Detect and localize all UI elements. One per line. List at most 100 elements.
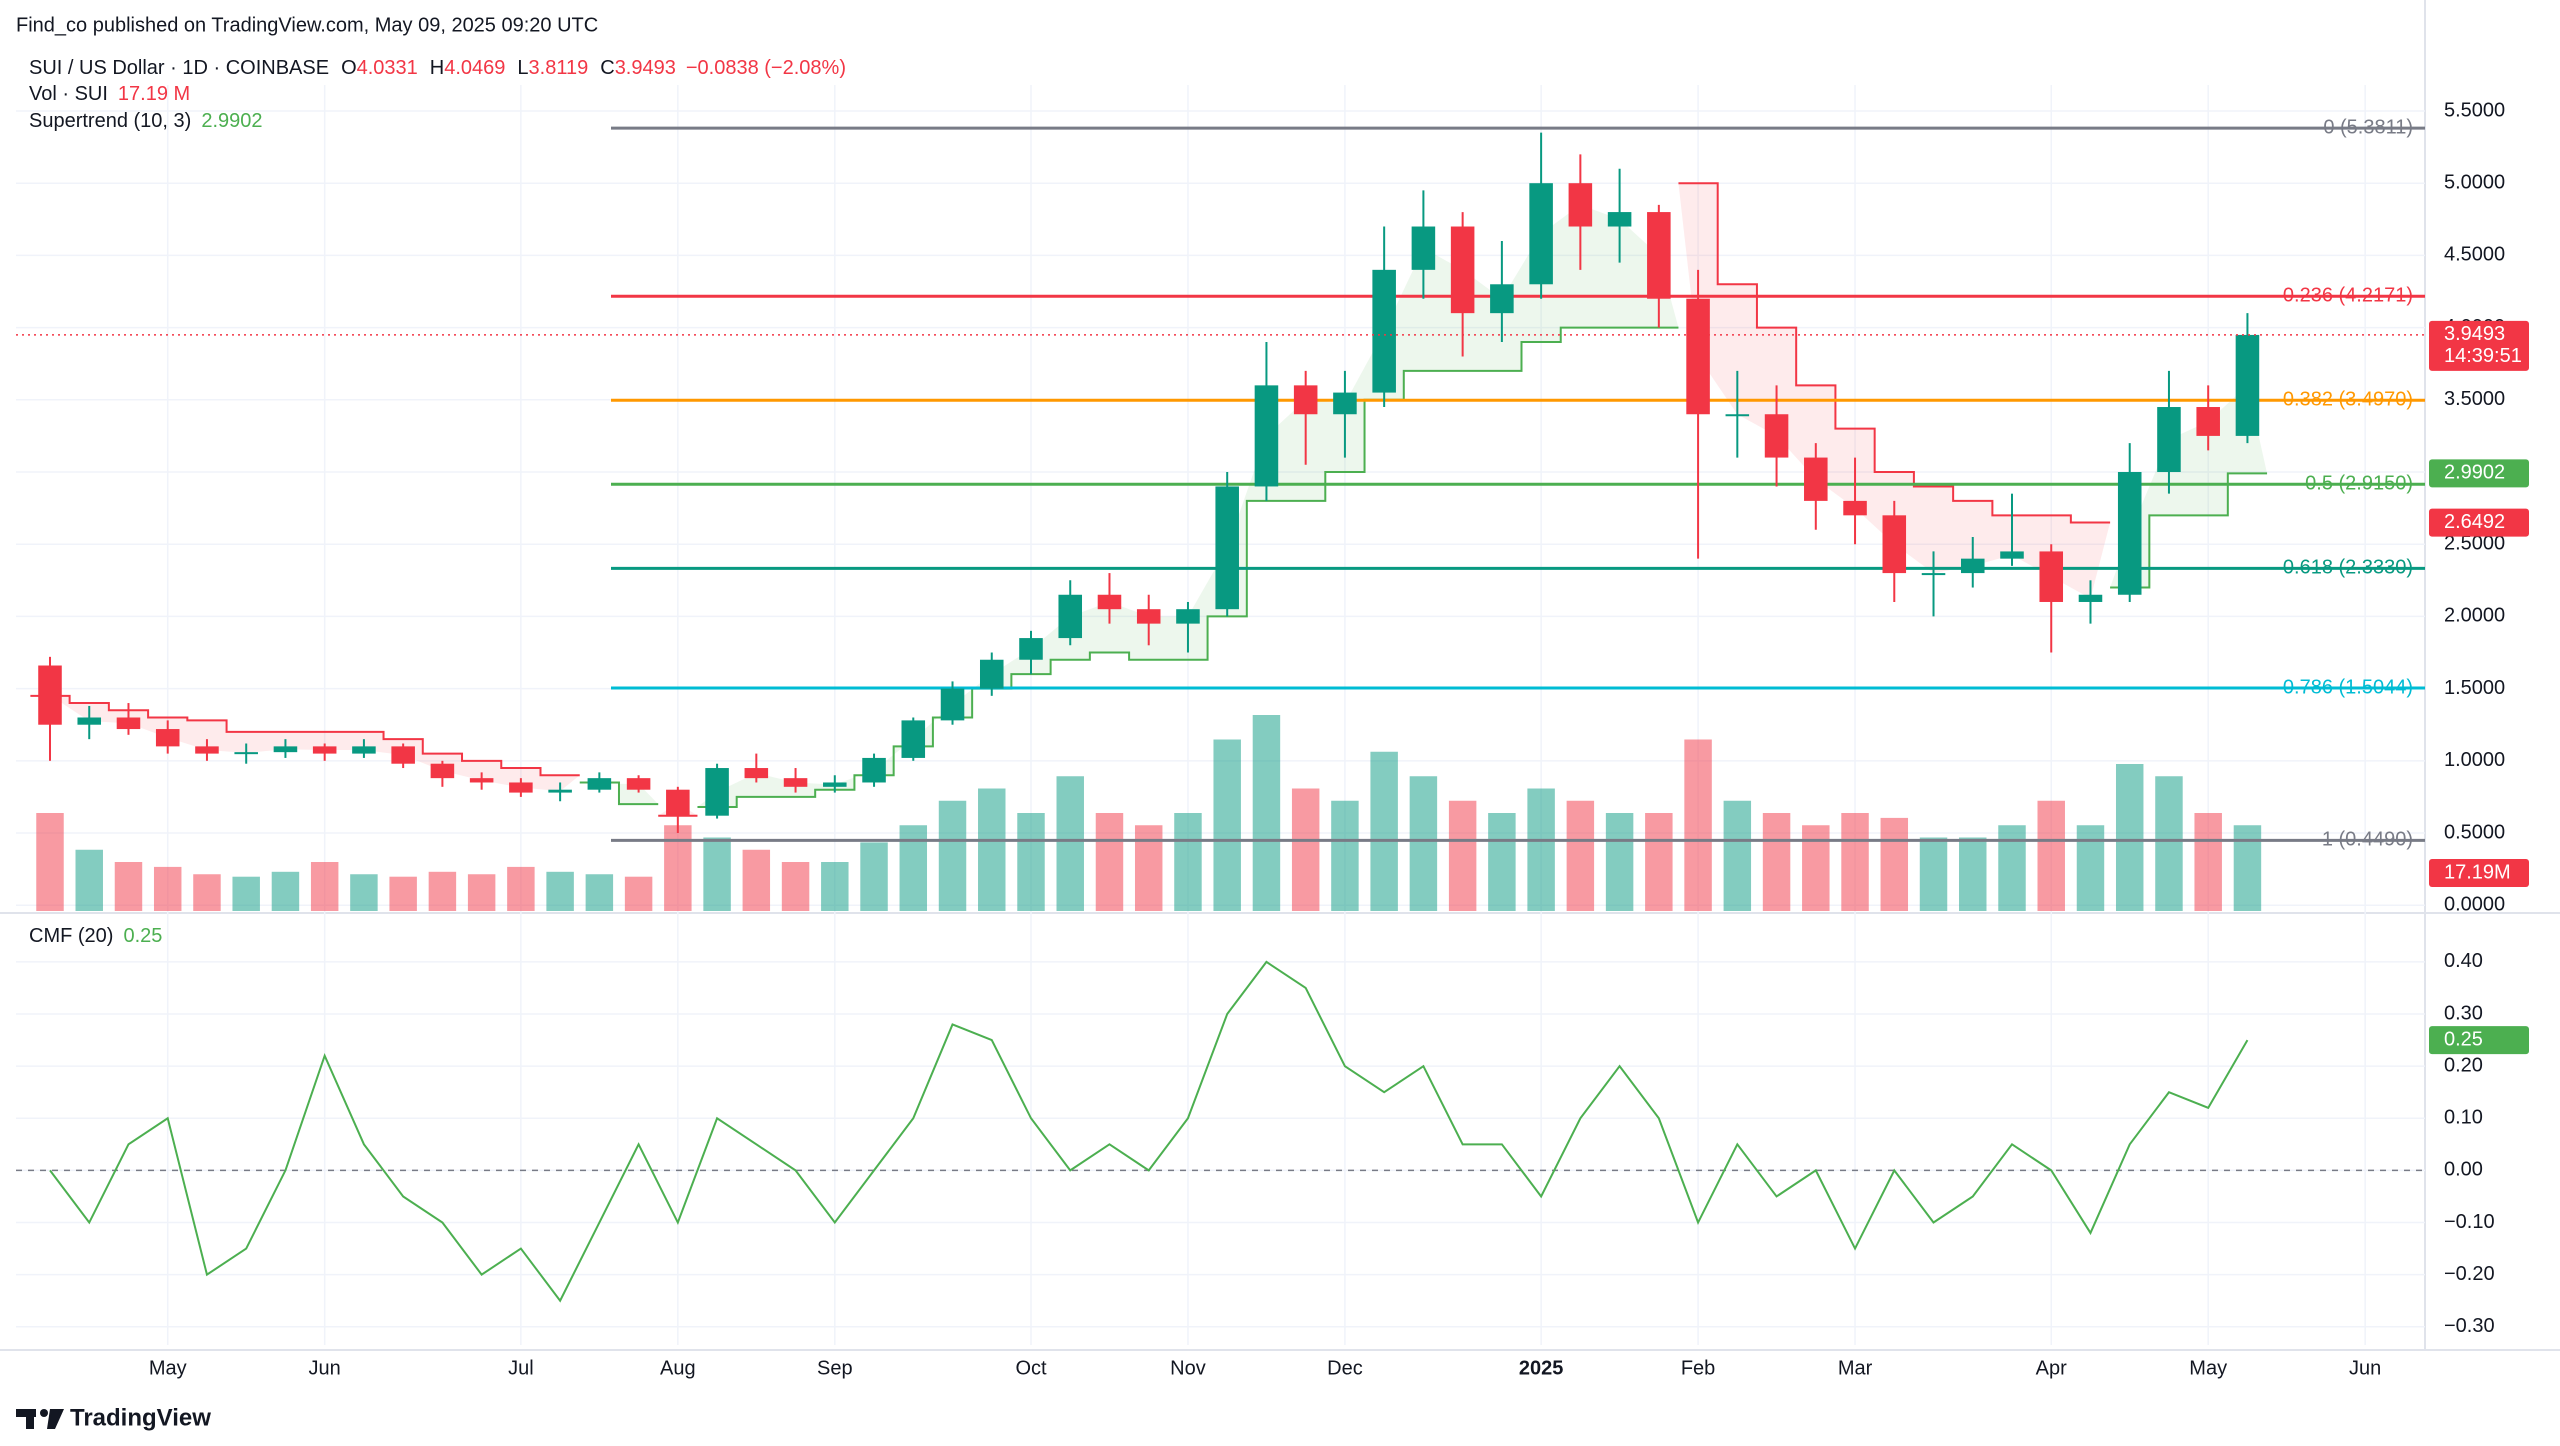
volume-bar: [860, 842, 888, 911]
candle-body: [2000, 551, 2024, 559]
candle-body: [1097, 594, 1122, 610]
volume-tag-label: 17.19M: [2444, 861, 2511, 883]
candle-body: [116, 717, 141, 730]
volume-bar: [938, 800, 967, 911]
volume-bar: [978, 788, 1006, 911]
candle-body: [666, 789, 690, 816]
volume-bar: [271, 871, 300, 911]
fib-label: 0.786 (1.5044): [2283, 676, 2413, 698]
x-tick-label: Aug: [660, 1357, 696, 1379]
symbol: SUI / US Dollar · 1D · COINBASE: [29, 57, 329, 79]
volume-bar: [193, 874, 221, 911]
y-tick-label: 0.10: [2444, 1107, 2483, 1129]
y-tick-label: 0.5000: [2444, 821, 2505, 843]
supertrend-line: [2110, 472, 2268, 589]
candle-body: [1607, 212, 1632, 227]
ohlc-value: 3.8119: [529, 57, 589, 79]
candle-body: [312, 746, 337, 754]
volume-bar: [1331, 800, 1359, 911]
candle-body: [2039, 551, 2064, 602]
volume-last: 17.19 M: [118, 83, 190, 105]
price-tag-label: 3.9493: [2444, 323, 2505, 345]
x-tick-label: May: [2189, 1357, 2227, 1379]
volume-bar: [467, 874, 496, 911]
y-tick-label: 4.5000: [2444, 244, 2505, 266]
price-tag: [2429, 320, 2529, 371]
candle-body: [2078, 594, 2103, 602]
candle-body: [391, 746, 415, 764]
x-tick-label: May: [149, 1357, 187, 1379]
volume-bar: [1762, 813, 1791, 911]
candle-body: [2196, 407, 2220, 436]
x-tick-label: Apr: [2036, 1357, 2067, 1379]
price-tag-time: 14:39:51: [2444, 345, 2522, 367]
y-tick-label: 0.40: [2444, 950, 2483, 972]
volume-bar: [1802, 825, 1830, 911]
x-tick-label: Sep: [817, 1357, 853, 1379]
y-tick-label: 5.0000: [2444, 171, 2505, 193]
volume-bar: [2194, 813, 2222, 911]
volume-bar: [1409, 776, 1438, 911]
candle-body: [2117, 472, 2142, 595]
cmf-line: [49, 960, 2249, 1303]
candle-body: [1960, 558, 1985, 574]
legend-volume: Vol · SUI 17.19 M: [29, 83, 190, 105]
cmf-last: 0.25: [123, 925, 162, 947]
volume-bar: [1213, 739, 1241, 911]
fib-label: 0 (5.3811): [2323, 116, 2413, 138]
volume-bar: [153, 866, 182, 911]
volume-bar: [1880, 817, 1909, 911]
legend-title: SUI / US Dollar · 1D · COINBASE O4.0331 H4…: [29, 57, 846, 79]
volume-bar: [585, 874, 614, 911]
candle-body: [2157, 407, 2181, 473]
x-tick-label: Oct: [1015, 1357, 1047, 1379]
volume-bar: [1919, 837, 1948, 911]
ohlc-key: L: [517, 57, 528, 79]
volume-bar: [507, 866, 535, 911]
supertrend-line: [30, 694, 580, 777]
candle-body: [744, 768, 769, 779]
volume-bar: [2076, 825, 2105, 911]
supertrend-line: [1678, 182, 2111, 524]
x-tick-label: Dec: [1327, 1357, 1363, 1379]
volume-bar: [389, 876, 417, 911]
volume-bar: [1527, 788, 1555, 911]
volume-bar: [75, 849, 103, 911]
volume-bar: [781, 862, 810, 911]
x-tick-label: Feb: [1681, 1357, 1715, 1379]
fib-label: 1 (0.4490): [2322, 829, 2413, 851]
candle-body: [1411, 226, 1436, 270]
supertrend-tag: [2429, 459, 2529, 488]
candle-body: [1019, 638, 1043, 660]
supertrend-last: 2.9902: [201, 110, 262, 132]
ohlc-value: 4.0331: [357, 57, 418, 79]
candle-body: [1764, 414, 1789, 458]
tv-logo: [16, 1409, 64, 1429]
volume-bar: [1566, 800, 1595, 911]
candle-body: [1647, 212, 1671, 299]
volume-bar: [703, 837, 731, 911]
volume-bar: [742, 849, 771, 911]
fib-label: 0.5 (2.9150): [2305, 473, 2413, 495]
ohlc-key: C: [600, 57, 614, 79]
price-tag: [2429, 508, 2529, 537]
supertrend-line: [697, 326, 1679, 809]
volume-bar: [1488, 813, 1516, 911]
volume-bar: [114, 862, 143, 911]
y-tick-label: 5.5000: [2444, 99, 2505, 121]
cmf-tag-label: 0.25: [2444, 1028, 2483, 1050]
volume-bar: [1252, 715, 1281, 911]
supertrend-name: Supertrend (10, 3): [29, 110, 191, 132]
volume-bar: [428, 871, 457, 911]
candle-body: [1921, 573, 1946, 576]
candle-body: [1215, 486, 1239, 610]
ohlc-key: H: [430, 57, 444, 79]
volume-bar: [624, 876, 653, 911]
volume-bar: [2115, 764, 2144, 911]
y-tick-label: −0.30: [2444, 1315, 2495, 1337]
cmf-tag: [2429, 1026, 2529, 1055]
candle-body: [823, 782, 847, 787]
candle-body: [1136, 609, 1161, 624]
